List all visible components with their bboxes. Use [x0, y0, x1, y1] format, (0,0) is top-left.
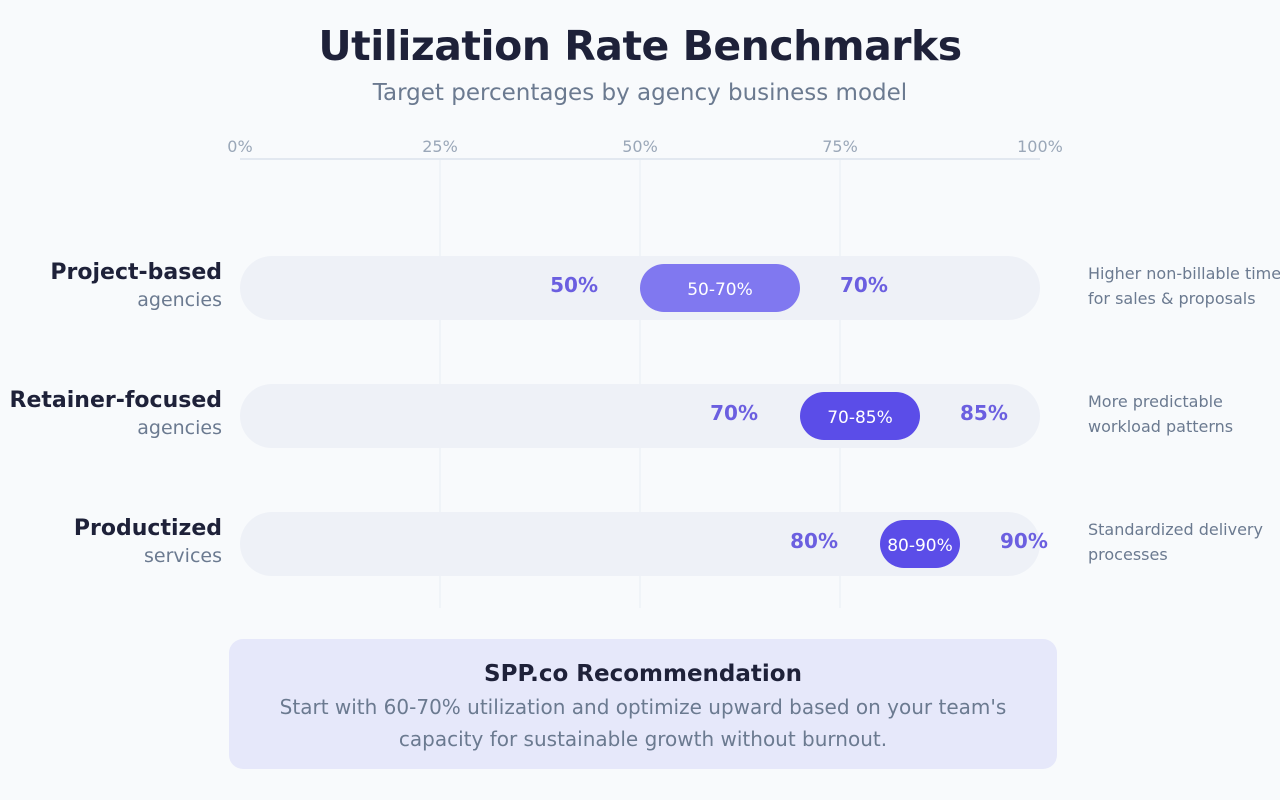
low-value-label: 50% — [550, 273, 598, 297]
chart-subtitle: Target percentages by agency business mo… — [372, 80, 908, 106]
row-note: for sales & proposals — [1088, 289, 1256, 308]
chart-title: Utilization Rate Benchmarks — [318, 22, 962, 70]
x-tick-label: 25% — [422, 137, 458, 156]
low-value-label: 70% — [710, 401, 758, 425]
benchmark-chart: 0% 25% 50% 75% 100% 50-70% 50% 70% Project-based… — [9, 137, 1280, 576]
range-bar — [880, 520, 960, 568]
row-subtitle: agencies — [137, 289, 222, 311]
row-note: processes — [1088, 545, 1168, 564]
range-label: 80-90% — [887, 536, 953, 556]
x-tick-label: 75% — [822, 137, 858, 156]
recommendation-text: Start with 60-70% utilization and optimi… — [279, 695, 1007, 751]
high-value-label: 90% — [1000, 529, 1048, 553]
range-bar — [640, 264, 800, 312]
range-label: 70-85% — [827, 408, 893, 428]
row-title: Project-based — [50, 260, 222, 285]
range-bar — [800, 392, 920, 440]
row-note: More predictable — [1088, 392, 1223, 411]
low-value-label: 80% — [790, 529, 838, 553]
range-label: 50-70% — [687, 280, 753, 300]
row-title: Retainer-focused — [10, 388, 222, 413]
row-note: Higher non-billable time — [1088, 264, 1280, 283]
row-subtitle: services — [144, 545, 222, 567]
row-title: Productized — [74, 516, 222, 541]
high-value-label: 85% — [960, 401, 1008, 425]
x-tick-label: 0% — [227, 137, 252, 156]
high-value-label: 70% — [840, 273, 888, 297]
row-subtitle: agencies — [137, 417, 222, 439]
recommendation-title: SPP.co Recommendation — [484, 661, 802, 687]
x-tick-label: 100% — [1017, 137, 1063, 156]
row-note: workload patterns — [1088, 417, 1233, 436]
row-track — [240, 512, 1040, 576]
row-note: Standardized delivery — [1088, 520, 1263, 539]
x-tick-label: 50% — [622, 137, 658, 156]
recommendation-box: SPP.co Recommendation Start with 60-70% … — [229, 639, 1057, 769]
